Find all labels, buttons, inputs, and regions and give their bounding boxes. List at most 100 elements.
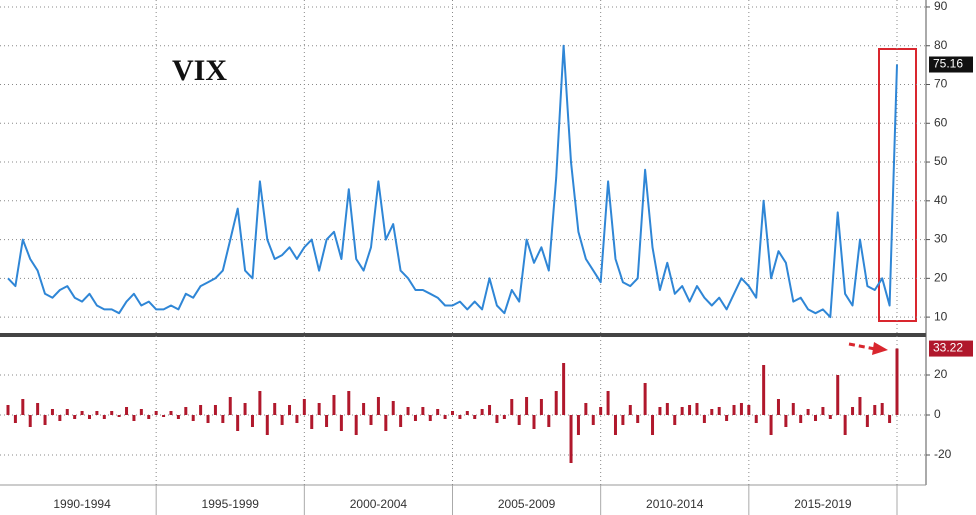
- arrow-head: [872, 342, 888, 355]
- bar: [50, 409, 54, 415]
- bar: [888, 415, 892, 423]
- bar: [125, 407, 129, 415]
- bar: [510, 399, 514, 415]
- x-tick-label: 2005-2009: [498, 497, 556, 511]
- arrow: [848, 342, 876, 351]
- bar: [814, 415, 818, 421]
- y-tick-label: 20: [934, 271, 948, 285]
- bar: [554, 391, 558, 415]
- bar: [525, 397, 529, 415]
- bar: [28, 415, 32, 427]
- bar: [265, 415, 269, 435]
- bar: [562, 363, 566, 415]
- bar: [584, 403, 588, 415]
- y-tick-label: 10: [934, 309, 948, 323]
- last-value-label: 33.22: [933, 341, 963, 355]
- bar: [191, 415, 195, 421]
- bar: [576, 415, 580, 435]
- bar: [176, 415, 180, 419]
- bar: [280, 415, 284, 425]
- bar: [828, 415, 832, 419]
- bar: [80, 411, 84, 415]
- bar: [228, 397, 232, 415]
- bar: [747, 405, 751, 415]
- bar: [339, 415, 343, 431]
- bar: [13, 415, 17, 423]
- annotation: VIX: [172, 54, 227, 87]
- y-tick-label: 80: [934, 38, 948, 52]
- bar: [539, 399, 543, 415]
- bar: [613, 415, 617, 435]
- bar: [87, 415, 91, 419]
- bar: [236, 415, 240, 431]
- bar: [325, 415, 329, 427]
- bar: [147, 415, 151, 419]
- bar: [391, 401, 395, 415]
- bar: [799, 415, 803, 423]
- bar: [784, 415, 788, 427]
- bar: [628, 405, 632, 415]
- bar: [43, 415, 47, 425]
- bar: [732, 405, 736, 415]
- bar: [680, 407, 684, 415]
- bar: [636, 415, 640, 423]
- last-value-label: 75.16: [933, 57, 963, 71]
- bar: [806, 409, 810, 415]
- bar: [665, 403, 669, 415]
- bar: [117, 415, 121, 417]
- bar: [865, 415, 869, 427]
- y-tick-label: -20: [934, 447, 952, 461]
- bar: [480, 409, 484, 415]
- bar: [895, 348, 899, 415]
- bar: [606, 391, 610, 415]
- bar: [754, 415, 758, 423]
- bar: [428, 415, 432, 421]
- bar: [65, 409, 69, 415]
- bar: [502, 415, 506, 419]
- bar: [717, 407, 721, 415]
- bar: [695, 403, 699, 415]
- bar: [243, 403, 247, 415]
- bar: [376, 397, 380, 415]
- vix-line: [7, 44, 898, 319]
- bar: [651, 415, 655, 435]
- bar: [36, 403, 40, 415]
- bar: [399, 415, 403, 427]
- bar: [6, 405, 10, 415]
- bar: [688, 405, 692, 415]
- bar: [843, 415, 847, 435]
- bar: [473, 415, 477, 419]
- bar: [488, 405, 492, 415]
- bar: [413, 415, 417, 421]
- bar: [199, 405, 203, 415]
- bar: [710, 409, 714, 415]
- bar: [288, 405, 292, 415]
- last-value-tag: [929, 56, 973, 73]
- x-tick-label: 2015-2019: [794, 497, 852, 511]
- bar: [184, 407, 188, 415]
- bar: [169, 411, 173, 415]
- x-tick-label: 2010-2014: [646, 497, 704, 511]
- bar: [332, 395, 336, 415]
- bar: [451, 411, 454, 415]
- bar: [621, 415, 625, 425]
- y-tick-label: 70: [934, 77, 948, 91]
- y-tick-label: 50: [934, 154, 948, 168]
- bar: [517, 415, 521, 425]
- bar: [673, 415, 677, 425]
- bar: [532, 415, 536, 429]
- bar: [250, 415, 254, 427]
- bar: [95, 411, 99, 415]
- bar: [154, 411, 158, 415]
- bar: [369, 415, 373, 425]
- bar: [769, 415, 773, 435]
- bar: [465, 411, 469, 415]
- y-tick-label: 60: [934, 115, 948, 129]
- bar: [880, 403, 884, 415]
- y-tick-label: 20: [934, 367, 948, 381]
- bar: [547, 415, 551, 427]
- y-tick-label: 40: [934, 193, 948, 207]
- x-tick-label: 2000-2004: [350, 497, 408, 511]
- bar: [102, 415, 106, 419]
